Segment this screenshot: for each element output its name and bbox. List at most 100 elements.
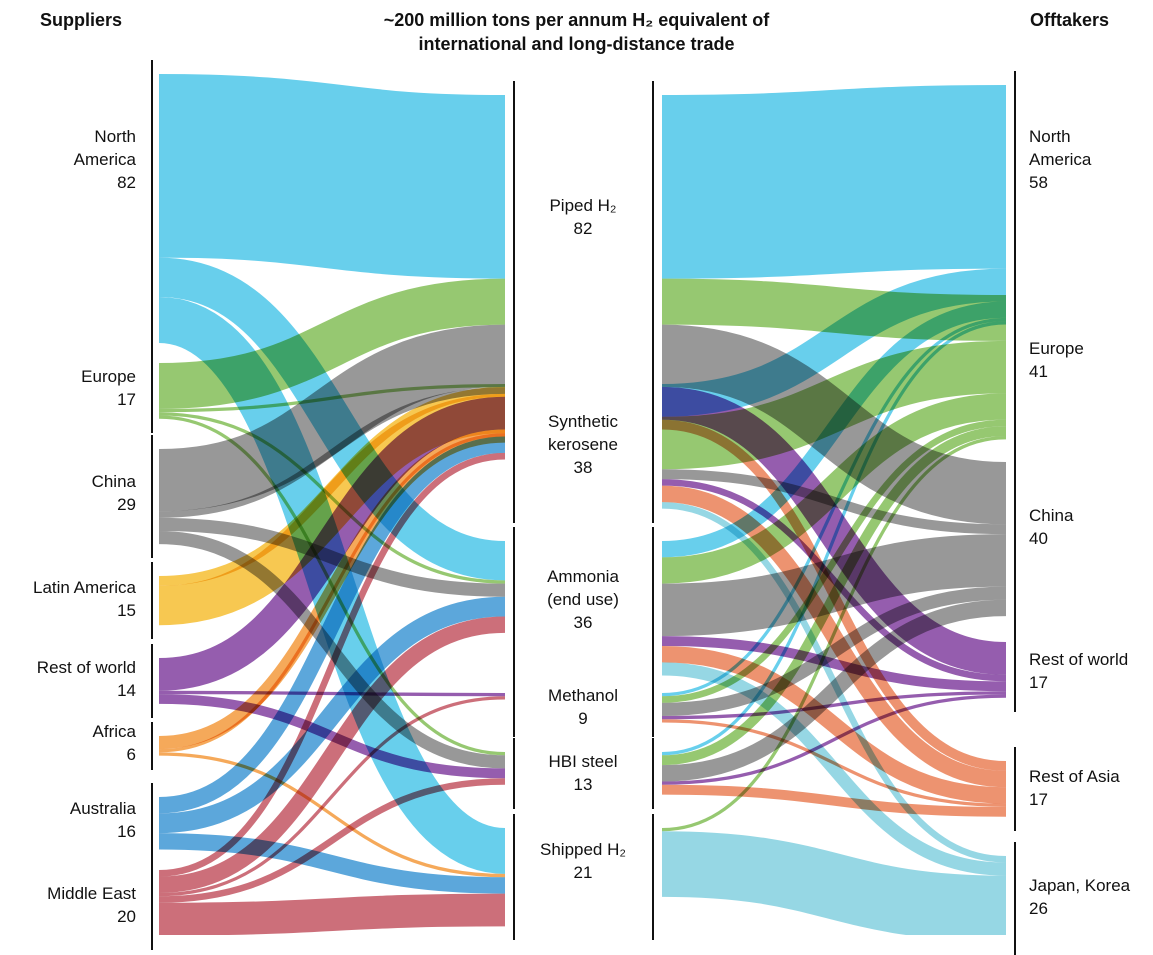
- flow-rest-of-world-to-hbi: [158, 694, 506, 779]
- flow-north-america-to-piped: [158, 74, 506, 279]
- carrier-value: 21: [573, 863, 593, 882]
- carrier-name-line: Piped H₂: [549, 196, 617, 215]
- carrier-name-line: Methanol: [548, 686, 618, 705]
- carrier-bar-right-ammonia: [652, 527, 654, 690]
- offtaker-bar-north-america: [1014, 71, 1016, 339]
- carrier-bar-right-methanol: [652, 679, 654, 737]
- supplier-value: 82: [117, 173, 136, 192]
- carrier-label-hbi: HBI steel 13: [518, 750, 648, 796]
- carrier-value: 82: [573, 219, 593, 238]
- carrier-label-piped: Piped H₂ 82: [518, 194, 648, 240]
- offtaker-bar-rest-of-world: [1014, 628, 1016, 712]
- carrier-bar-left-kerosene: [513, 370, 515, 523]
- carrier-to-offtaker-flows: [661, 85, 1007, 935]
- carrier-value: 38: [573, 458, 593, 477]
- supplier-label-north-america: North America 82: [0, 125, 136, 194]
- supplier-name-line: America: [73, 150, 136, 169]
- carrier-name-line: Synthetic: [548, 412, 618, 431]
- supplier-name-line: Africa: [92, 722, 136, 741]
- flow-middle-east-to-methanol: [158, 696, 506, 897]
- carrier-bar-left-piped: [513, 81, 515, 457]
- flow-ammonia-to-europe: [661, 393, 1007, 584]
- carrier-value: 9: [578, 709, 588, 728]
- carrier-bar-left-ammonia: [513, 527, 515, 690]
- supplier-bar-north-america: [151, 60, 153, 357]
- flow-australia-to-ammonia: [158, 596, 506, 834]
- supplier-bar-rest-of-world: [151, 644, 153, 718]
- flow-shipped-to-japan-korea: [661, 831, 1007, 935]
- supplier-value: 15: [117, 601, 136, 620]
- carrier-value: 36: [573, 613, 593, 632]
- offtaker-label-north-america: North America 58: [1029, 125, 1153, 194]
- flow-piped-to-north-america: [661, 85, 1007, 279]
- flow-ammonia-to-north-america: [661, 301, 1007, 558]
- offtaker-value: 26: [1029, 899, 1048, 918]
- supplier-bar-australia: [151, 783, 153, 864]
- flow-australia-to-kerosene: [158, 436, 506, 814]
- supplier-label-australia: Australia 16: [0, 797, 136, 843]
- flow-methanol-to-europe: [661, 419, 1007, 703]
- supplier-value: 29: [117, 495, 136, 514]
- flow-europe-to-piped: [158, 278, 506, 409]
- flow-china-to-hbi: [158, 531, 506, 769]
- offtaker-value: 17: [1029, 673, 1048, 692]
- flow-ammonia-to-rest-of-world: [661, 636, 1007, 692]
- carrier-label-shipped: Shipped H₂ 21: [518, 838, 648, 884]
- flow-kerosene-to-north-america: [661, 268, 1007, 417]
- offtaker-value: 41: [1029, 362, 1048, 381]
- carrier-name-line: HBI steel: [548, 752, 618, 771]
- supplier-name-line: Middle East: [47, 884, 136, 903]
- flow-china-to-piped: [158, 324, 506, 512]
- supplier-bar-china: [151, 435, 153, 559]
- flow-methanol-to-rest-of-asia: [661, 719, 1007, 807]
- offtaker-label-europe: Europe 41: [1029, 337, 1153, 383]
- flow-middle-east-to-hbi: [158, 778, 506, 903]
- supplier-label-rest-of-world: Rest of world 14: [0, 656, 136, 702]
- carrier-name-line: Shipped H₂: [540, 840, 626, 859]
- flow-kerosene-to-europe: [661, 340, 1007, 470]
- carrier-value: 13: [573, 775, 593, 794]
- supplier-name-line: Rest of world: [36, 658, 136, 677]
- offtaker-bar-europe: [1014, 281, 1016, 454]
- offtaker-bar-china: [1014, 448, 1016, 631]
- offtaker-label-rest-of-world: Rest of world 17: [1029, 648, 1153, 694]
- diagram-title-line-2: international and long-distance trade: [418, 34, 735, 54]
- flow-rest-of-world-to-piped: [158, 396, 506, 691]
- supplier-name-line: China: [91, 472, 136, 491]
- supplier-bar-latin-america: [151, 562, 153, 640]
- offtaker-label-japan-korea: Japan, Korea 26: [1029, 874, 1153, 920]
- supplier-bar-africa: [151, 722, 153, 770]
- sankey-flows: [157, 74, 1007, 935]
- supplier-name-line: Europe: [81, 367, 136, 386]
- offtaker-label-rest-of-asia: Rest of Asia 17: [1029, 765, 1153, 811]
- offtaker-label-china: China 40: [1029, 504, 1153, 550]
- flow-methanol-to-north-america: [661, 317, 1007, 697]
- supplier-value: 20: [117, 907, 136, 926]
- offtaker-name-line: Rest of world: [1029, 650, 1129, 669]
- offtaker-name-line: Japan, Korea: [1029, 876, 1131, 895]
- flow-hbi-to-north-america: [661, 321, 1007, 756]
- flow-africa-to-shipped: [158, 752, 506, 878]
- flow-hbi-to-china: [661, 599, 1007, 782]
- flow-africa-to-kerosene: [158, 433, 506, 753]
- offtaker-bar-japan-korea: [1014, 842, 1016, 955]
- supplier-bar-middle-east: [151, 856, 153, 950]
- supplier-value: 17: [117, 390, 136, 409]
- offtaker-name-line: Europe: [1029, 339, 1084, 358]
- carrier-bar-left-methanol: [513, 679, 515, 737]
- flow-rest-of-world-to-methanol: [158, 690, 506, 697]
- offtaker-name-line: North: [1029, 127, 1071, 146]
- offtakers-header: Offtakers: [1030, 10, 1110, 30]
- suppliers-header: Suppliers: [40, 10, 123, 30]
- flow-middle-east-to-kerosene: [158, 452, 506, 877]
- supplier-name-line: Australia: [69, 799, 136, 818]
- flow-ammonia-to-rest-of-asia: [661, 645, 1007, 804]
- carrier-label-methanol: Methanol 9: [518, 684, 648, 730]
- carrier-bar-right-hbi: [652, 738, 654, 809]
- offtaker-name-line: Rest of Asia: [1029, 767, 1120, 786]
- carrier-bar-right-kerosene: [652, 370, 654, 523]
- supplier-label-latin-america: Latin America 15: [0, 576, 136, 622]
- supplier-to-carrier-flows: [157, 74, 507, 935]
- flow-ammonia-to-japan-korea: [661, 662, 1007, 876]
- supplier-label-europe: Europe 17: [0, 365, 136, 411]
